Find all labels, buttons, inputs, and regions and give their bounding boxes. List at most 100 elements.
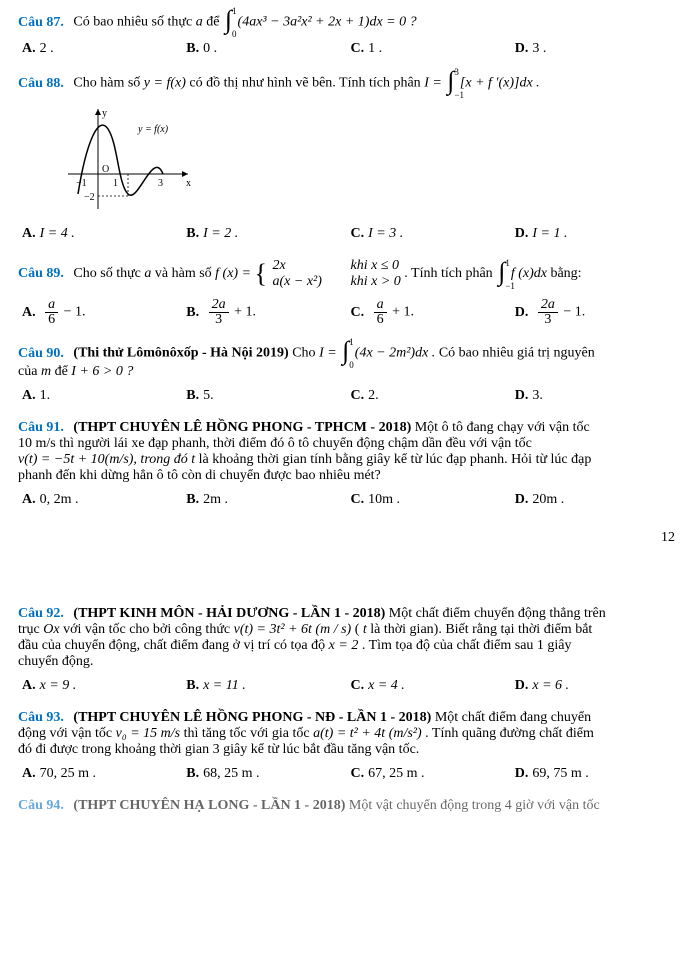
q91-choices: A.0, 2m . B.2m . C.10m . D.20m . [18, 490, 675, 510]
den: 3 [209, 313, 229, 327]
q93-line2b: thì tăng tốc với gia tốc [184, 726, 314, 741]
q89-int-lower: −1 [505, 281, 515, 291]
q90-text-after: Có bao nhiêu giá trị nguyên [439, 346, 595, 361]
q88-choice-a: A. I = 4 . [18, 224, 182, 244]
q89-cases: 2x khi x ≤ 0 a(x − x²) khi x > 0 [273, 258, 401, 290]
q93-at: a(t) = t² + 4t (m/s²) [313, 726, 422, 741]
q92-line1: Một chất điểm chuyển động thẳng trên [389, 606, 606, 621]
q92-ox: Ox [43, 622, 59, 637]
tail: − 1. [60, 305, 85, 320]
q92-var-t: t [363, 622, 367, 637]
q91-label: Câu 91. [18, 420, 64, 435]
tail: − 1. [560, 305, 585, 320]
q92-choice-a-text: x = 9 . [40, 678, 77, 693]
q91-choice-a-text: 0, 2m . [40, 492, 79, 507]
page-number: 12 [18, 530, 675, 546]
x-label: x [186, 178, 191, 189]
q88-choice-c-text: I = 3 . [368, 226, 403, 241]
q90-integral: 1 ∫ 0 [342, 343, 349, 364]
q90-int-upper: 1 [349, 337, 354, 347]
q90-choices: A.1. B.5. C.2. D.3. [18, 386, 675, 406]
integral-icon: ∫ [498, 257, 505, 286]
q93-choices: A.70, 25 m . B.68, 25 m . C.67, 25 m . D… [18, 764, 675, 784]
q87-int-lower: 0 [232, 29, 237, 39]
q90-text-before: Cho [292, 346, 319, 361]
x-arrow-icon [182, 171, 188, 177]
choice-label: C. [351, 492, 365, 507]
q92-choice-a: A. x = 9 . [18, 676, 182, 696]
q91-var-t: t [191, 452, 195, 467]
brace-icon: { [255, 259, 267, 288]
q87-choice-d-text: 3 . [532, 41, 546, 56]
q87-choice-a-text: 2 . [40, 41, 54, 56]
frac: 2a 3 [209, 298, 229, 327]
q92-label: Câu 92. [18, 606, 64, 621]
q92-vt: v(t) = 3t² + 6t (m / s) [234, 622, 352, 637]
q87-choice-b-text: 0 . [203, 41, 217, 56]
q92-line4: chuyển động. [18, 654, 675, 670]
question-89: Câu 89. Cho số thực a và hàm số f (x) = … [18, 258, 675, 329]
choice-label: A. [22, 226, 36, 241]
q89-choice-d: D. 2a 3 − 1. [511, 296, 675, 329]
q90-source: (Thi thử Lômônôxốp - Hà Nội 2019) [73, 346, 288, 361]
q88-choice-b: B.I = 2 . [182, 224, 346, 244]
q93-line2c: . Tính quãng đường chất điểm [425, 726, 594, 741]
choice-label: C. [351, 388, 365, 403]
q92-line3b: . Tìm tọa độ của chất điểm sau 1 giây [362, 638, 572, 653]
tick-ym2: −2 [84, 192, 95, 203]
q90-line2-mid: để [55, 364, 72, 379]
q91-choice-c: C.10m . [347, 490, 511, 510]
choice-label: B. [186, 305, 199, 320]
q89-choices: A. a 6 − 1. B. 2a 3 + 1. C. a 6 + 1. D. … [18, 296, 675, 329]
choice-label: C. [351, 678, 365, 693]
q88-choice-c: C.I = 3 . [347, 224, 511, 244]
q91-choice-c-text: 10m . [368, 492, 400, 507]
q93-choice-d-text: 69, 75 m . [532, 766, 588, 781]
q92-x2: x = 2 [329, 638, 359, 653]
frac: a 6 [45, 298, 58, 327]
q94-label: Câu 94. [18, 798, 64, 813]
question-93: Câu 93. (THPT CHUYÊN LÊ HỒNG PHONG - NĐ … [18, 710, 675, 784]
q89-text-mid1: và hàm số [155, 266, 215, 281]
tick-x1: 1 [113, 178, 118, 189]
choice-label: D. [515, 226, 529, 241]
q94-tail: Một vật chuyển động trong 4 giờ với vận … [349, 798, 600, 813]
q89-case2-cond: khi x > 0 [351, 274, 401, 290]
q91-source: (THPT CHUYÊN LÊ HỒNG PHONG - TPHCM - 201… [73, 420, 411, 435]
frac: 2a 3 [538, 298, 558, 327]
y-arrow-icon [95, 109, 101, 115]
q87-int-upper: 1 [232, 6, 237, 16]
choice-label: A. [22, 678, 36, 693]
q93-choice-a-text: 70, 25 m . [40, 766, 96, 781]
question-94: Câu 94. (THPT CHUYÊN HẠ LONG - LẦN 1 - 2… [18, 798, 675, 814]
choice-label: A. [22, 305, 36, 320]
choice-label: B. [186, 492, 199, 507]
q87-integral: 1 ∫ 0 [225, 12, 232, 33]
q93-choice-c: C.67, 25 m . [347, 764, 511, 784]
choice-label: A. [22, 41, 36, 56]
q92-choice-b: B.x = 11 . [182, 676, 346, 696]
q90-line2-before: của [18, 364, 41, 379]
q91-choice-d-text: 20m . [532, 492, 564, 507]
q91-line3b: là khoảng thời gian tính bằng giây kể từ… [199, 452, 592, 467]
q92-line2c: ( [355, 622, 360, 637]
q88-choice-a-text: I = 4 . [40, 226, 75, 241]
choice-label: B. [186, 388, 199, 403]
q88-choice-b-text: I = 2 . [203, 226, 238, 241]
tail: + 1. [389, 305, 414, 320]
curve [78, 125, 163, 195]
q89-var-a: a [144, 266, 151, 281]
choice-label: A. [22, 388, 36, 403]
q92-choice-d-text: x = 6 . [532, 678, 569, 693]
graph-svg: y x y = f(x) −1 1 3 −2 O [58, 104, 198, 214]
q88-choice-d-text: I = 1 . [532, 226, 567, 241]
q87-var-a: a [196, 15, 203, 30]
q88-choices: A. I = 4 . B.I = 2 . C.I = 3 . D.I = 1 . [18, 224, 675, 244]
question-92: Câu 92. (THPT KINH MÔN - HẢI DƯƠNG - LẦN… [18, 606, 675, 696]
q88-text-before: Cho hàm số [73, 76, 143, 91]
q91-line1: Một ô tô đang chạy với vận tốc [415, 420, 590, 435]
choice-label: C. [351, 41, 365, 56]
q90-var-m: m [41, 364, 51, 379]
q92-choice-d: D.x = 6 . [511, 676, 675, 696]
q93-label: Câu 93. [18, 710, 64, 725]
